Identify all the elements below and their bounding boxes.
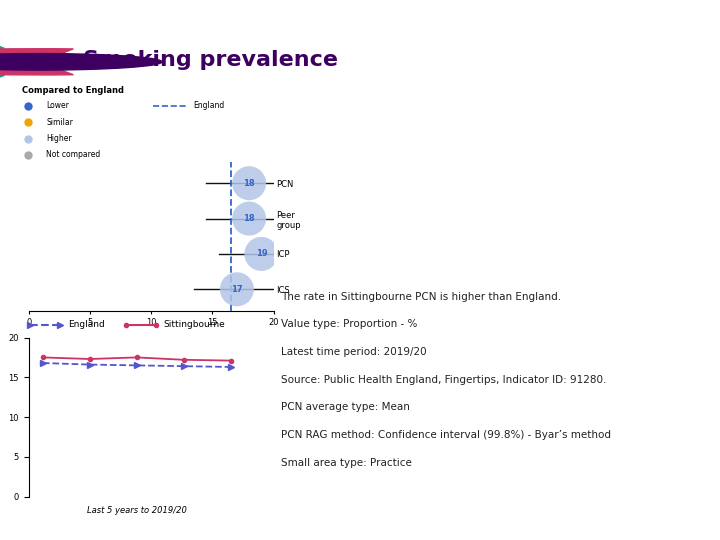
Text: 18: 18 [243,179,255,188]
Line: Sittingbourne: Sittingbourne [41,355,233,363]
Text: PCN RAG method: Confidence interval (99.8%) - Byar’s method: PCN RAG method: Confidence interval (99.… [281,430,611,440]
Point [22,151,34,159]
Sittingbourne [86,356,94,362]
England [179,363,188,369]
Point [22,118,34,126]
Text: Last 5 years to 2019/20: Last 5 years to 2019/20 [87,506,186,515]
Point [256,249,267,258]
Point [243,179,255,187]
Sittingbourne [179,356,188,363]
Wedge shape [0,49,73,75]
Point [22,102,34,110]
Point [231,285,243,294]
Text: 18: 18 [243,214,255,223]
England [132,362,141,369]
Text: Similar: Similar [46,118,73,126]
Text: England: England [193,101,224,110]
Sittingbourne [39,354,48,361]
Sittingbourne [132,354,141,361]
Wedge shape [0,53,162,70]
Line: England: England [40,360,233,370]
England [86,361,94,368]
Text: Latest time period: 2019/20: Latest time period: 2019/20 [281,347,426,357]
Text: England: England [68,320,104,329]
England [39,360,48,366]
Sittingbourne [226,357,235,364]
Text: Smoking prevalence: Smoking prevalence [83,50,338,70]
Text: Sittingbourne: Sittingbourne [163,320,225,329]
Text: Source: Public Health England, Fingertips, Indicator ID: 91280.: Source: Public Health England, Fingertip… [281,375,606,384]
Text: 17: 17 [231,285,243,294]
Text: Not compared: Not compared [46,151,101,159]
Text: 19: 19 [256,249,267,259]
Wedge shape [0,44,4,80]
Text: 24: 24 [9,12,28,26]
Text: The rate in Sittingbourne PCN is higher than England.: The rate in Sittingbourne PCN is higher … [281,292,561,302]
Point [243,214,255,223]
Text: Lower: Lower [46,101,69,110]
Point [22,134,34,143]
Text: Higher: Higher [46,134,72,143]
Text: Value type: Proportion - %: Value type: Proportion - % [281,319,417,329]
England [226,364,235,370]
Text: Small area type: Practice: Small area type: Practice [281,458,412,468]
Text: Compared to England: Compared to England [22,86,125,95]
Text: PCN average type: Mean: PCN average type: Mean [281,402,410,413]
